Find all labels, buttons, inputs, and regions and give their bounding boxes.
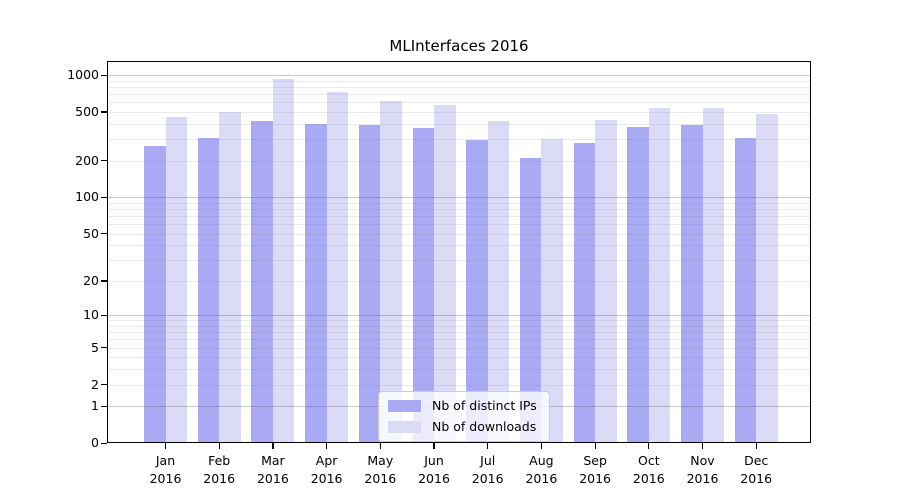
bars-layer [107, 61, 811, 443]
x-axis-tick [272, 443, 274, 449]
bar-nb-of-distinct-ips-dec [734, 137, 757, 443]
bar-nb-of-downloads-jul [487, 120, 510, 443]
x-axis-tick [648, 443, 650, 449]
x-tick-label: Apr 2016 [310, 453, 343, 487]
ticks-layer [101, 61, 811, 449]
y-axis-tick [101, 280, 107, 282]
x-tick-label: Sep 2016 [579, 453, 611, 487]
x-tick-label: Mar 2016 [256, 453, 289, 487]
y-axis-tick [101, 74, 107, 76]
bar-nb-of-downloads-dec [756, 114, 778, 443]
x-tick-label: Jan 2016 [149, 453, 182, 487]
y-axis-tick [101, 314, 107, 317]
bar-nb-of-distinct-ips-nov [681, 124, 703, 443]
x-axis-tick [218, 443, 220, 449]
bar-nb-of-distinct-ips-may [358, 124, 381, 443]
legend: Nb of distinct IPs Nb of downloads [378, 391, 550, 442]
x-axis-tick [755, 443, 757, 449]
x-tick-label: Dec 2016 [740, 453, 773, 487]
x-tick-label: May 2016 [364, 453, 397, 487]
y-axis-tick [101, 160, 107, 162]
x-tick-label: Feb 2016 [203, 453, 236, 487]
y-axis-tick [101, 233, 107, 235]
y-tick-label: 5 [91, 339, 99, 355]
bar-nb-of-distinct-ips-apr [305, 123, 327, 443]
y-tick-label: 1000 [67, 67, 99, 82]
bar-nb-of-distinct-ips-oct [627, 127, 649, 443]
chart-title: MLInterfaces 2016 [389, 37, 529, 55]
bar-nb-of-distinct-ips-jan [144, 145, 166, 443]
y-tick-label: 100 [75, 189, 99, 205]
bar-nb-of-downloads-feb [219, 111, 241, 443]
x-axis-tick [326, 443, 328, 449]
x-tick-label: Nov 2016 [686, 453, 719, 487]
bar-nb-of-downloads-jan [165, 117, 187, 443]
y-axis-tick [101, 347, 107, 349]
x-axis-tick [379, 443, 381, 449]
legend-swatch-downloads [388, 420, 421, 433]
bar-nb-of-downloads-mar [272, 78, 295, 443]
y-tick-label: 1 [91, 398, 99, 414]
bar-nb-of-downloads-sep [595, 120, 617, 443]
bar-nb-of-distinct-ips-jul [466, 139, 488, 443]
x-tick-label: Oct 2016 [632, 453, 665, 487]
x-tick-label: Jun 2016 [418, 453, 450, 487]
y-axis-tick [101, 111, 107, 113]
legend-row-distinct-ips: Nb of distinct IPs [388, 398, 537, 413]
x-axis-tick [701, 443, 704, 449]
y-tick-label: 0 [91, 435, 99, 450]
legend-swatch-distinct-ips [388, 399, 421, 412]
y-tick-label: 10 [83, 307, 99, 323]
y-axis-tick [101, 442, 107, 444]
y-tick-label: 50 [83, 225, 99, 241]
y-tick-label: 2 [91, 376, 99, 392]
y-axis-tick [101, 405, 107, 407]
y-tick-label: 200 [75, 152, 99, 168]
bar-nb-of-downloads-nov [702, 107, 724, 443]
bar-nb-of-downloads-may [380, 100, 402, 443]
y-tick-label: 500 [75, 103, 99, 119]
bar-nb-of-downloads-jun [434, 105, 456, 443]
legend-row-downloads: Nb of downloads [388, 419, 537, 434]
y-axis-tick [101, 196, 107, 198]
x-tick-label: Jul 2016 [471, 453, 504, 487]
legend-label-distinct-ips: Nb of distinct IPs [432, 398, 537, 413]
bar-nb-of-distinct-ips-mar [251, 121, 273, 443]
plot-area: Nb of distinct IPs Nb of downloads [101, 61, 811, 449]
x-axis-tick [540, 443, 543, 449]
x-tick-label: Aug 2016 [525, 453, 558, 487]
x-axis-tick [433, 443, 435, 449]
bar-nb-of-distinct-ips-feb [197, 138, 220, 443]
y-axis-tick [101, 384, 107, 386]
y-tick-label: 20 [83, 272, 99, 288]
bar-nb-of-downloads-apr [326, 92, 349, 443]
bar-nb-of-downloads-oct [648, 108, 671, 443]
legend-label-downloads: Nb of downloads [432, 419, 537, 434]
bar-nb-of-downloads-aug [541, 138, 563, 443]
bar-nb-of-distinct-ips-jun [412, 128, 434, 443]
x-axis-tick [594, 443, 596, 449]
bar-nb-of-distinct-ips-sep [573, 142, 596, 443]
x-axis-tick [164, 443, 167, 449]
x-axis-tick [487, 443, 489, 449]
bar-nb-of-distinct-ips-aug [519, 157, 542, 443]
